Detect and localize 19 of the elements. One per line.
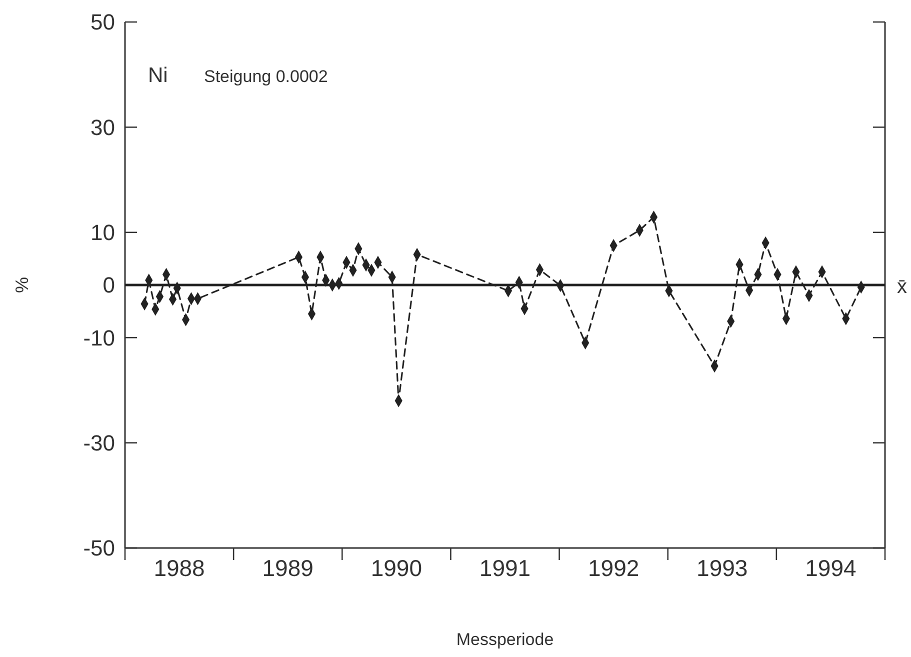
annotation: Steigung 0.0002 [204, 67, 328, 86]
x-tick-label: 1990 [370, 555, 422, 581]
x-tick-label: 1992 [588, 555, 640, 581]
y-tick-label: 10 [90, 220, 115, 246]
y-tick-label: -10 [83, 325, 115, 350]
x-tick-label: 1994 [805, 555, 857, 581]
y-tick-label: 0 [102, 272, 115, 298]
annotation: Ni [148, 64, 168, 87]
ref-line-label: x̄ [897, 276, 907, 298]
y-tick-label: 30 [90, 114, 115, 140]
y-tick-label: -50 [83, 536, 115, 561]
y-axis-title: % [12, 276, 32, 294]
x-axis-title: Messperiode [456, 630, 554, 649]
x-tick-label: 1988 [154, 555, 205, 581]
y-tick-label: -30 [83, 430, 115, 456]
y-tick-label: 50 [90, 10, 115, 35]
x-tick-label: 1993 [696, 555, 748, 581]
x-tick-label: 1991 [479, 555, 531, 581]
x-tick-label: 1989 [262, 555, 314, 581]
